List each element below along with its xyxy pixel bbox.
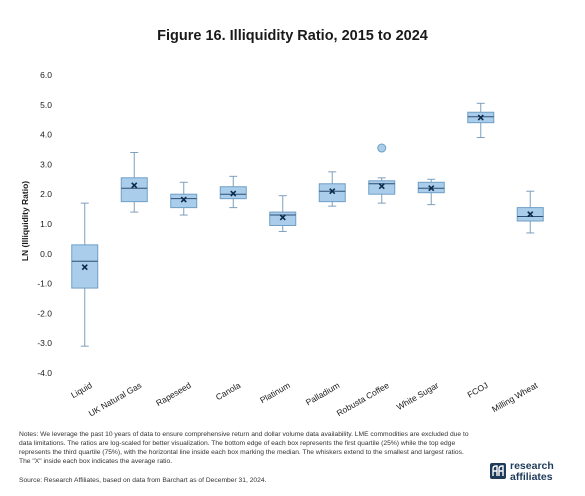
y-tick-label: -1.0 [37, 279, 52, 289]
chart-source: Source: Research Affiliates, based on da… [19, 477, 267, 484]
y-tick-label: 3.0 [40, 159, 52, 169]
y-tick-label: -3.0 [37, 338, 52, 348]
mean-marker [230, 190, 237, 197]
ra-logo-icon [490, 463, 506, 479]
box-iqr [318, 183, 346, 203]
box-1 [71, 202, 99, 347]
x-tick-label: Milling Wheat [490, 380, 540, 414]
y-tick-label: 1.0 [40, 219, 52, 229]
box-10 [516, 190, 544, 234]
chart-notes: Notes: We leverage the past 10 years of … [19, 431, 469, 465]
y-axis-label: LN (Illiquidity Ratio) [20, 181, 30, 261]
y-tick-label: 0.0 [40, 249, 52, 259]
box-2 [120, 151, 148, 213]
y-tick-label: -4.0 [37, 368, 52, 378]
research-affiliates-logo: research affiliates [490, 461, 570, 489]
x-tick-label: White Sugar [395, 380, 441, 412]
box-8 [417, 178, 445, 206]
x-tick-label: Canola [214, 380, 243, 402]
mean-marker [329, 188, 336, 195]
mean-marker [279, 214, 286, 221]
chart-title: Figure 16. Illiquidity Ratio, 2015 to 20… [157, 28, 428, 44]
x-tick-label: Palladium [304, 380, 341, 407]
box-5 [269, 195, 297, 232]
box-iqr [269, 211, 297, 226]
box-6 [318, 171, 346, 207]
logo-line-2: affiliates [510, 471, 553, 483]
mean-marker [81, 264, 88, 271]
axes: 6.0 5.0 4.0 3.0 2.0 1.0 0.0 -1.0 -2.0 -3.0 -4.0 Liq… [37, 70, 539, 418]
boxes [71, 102, 544, 347]
box-iqr [120, 177, 148, 203]
mean-marker [428, 185, 435, 192]
mean-marker [378, 183, 385, 190]
y-tick-label: -2.0 [37, 308, 52, 318]
box-iqr [170, 193, 198, 209]
x-tick-label: Liquid [69, 380, 94, 400]
y-tick-label: 2.0 [40, 189, 52, 199]
box-iqr [368, 180, 396, 195]
mean-marker [527, 211, 534, 218]
x-tick-label: Platinum [258, 380, 292, 405]
x-tick-label: UK Natural Gas [87, 380, 144, 418]
mean-marker [131, 182, 138, 189]
x-tick-label: Robusta Coffee [335, 380, 391, 418]
box-9 [467, 102, 495, 139]
y-tick-label: 5.0 [40, 100, 52, 110]
y-tick-label: 4.0 [40, 130, 52, 140]
outlier-point [377, 143, 387, 153]
logo-line-1: research [510, 460, 554, 472]
mean-marker [180, 196, 187, 203]
logo-wordmark: research affiliates [510, 461, 554, 483]
box-3 [170, 181, 198, 216]
x-tick-label: Rapeseed [154, 380, 193, 408]
box-7 [368, 143, 396, 204]
y-tick-label: 6.0 [40, 70, 52, 80]
mean-marker [477, 114, 484, 121]
x-tick-label: FCOJ [466, 380, 490, 400]
box-4 [219, 175, 247, 209]
